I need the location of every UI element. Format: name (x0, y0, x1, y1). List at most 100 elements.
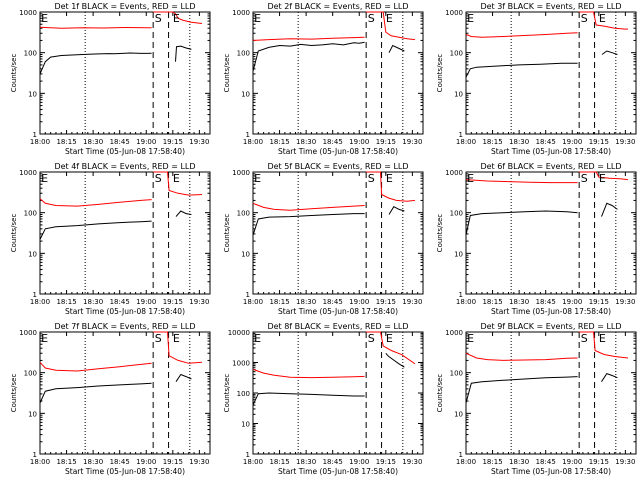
plot-panel: Det 7f BLACK = Events, RED = LLD 1 10 100 10… (10, 322, 211, 476)
y-tick-label: 1 (33, 131, 37, 139)
x-tick-label: 18:00 (243, 298, 263, 306)
y-tick-label: 10 (28, 90, 37, 98)
interval-marker-label: E (173, 332, 180, 345)
plot-title: Det 7f BLACK = Events, RED = LLD (54, 322, 195, 331)
interval-marker-label: E (173, 172, 180, 185)
y-tick-label: 100 (24, 370, 37, 378)
x-tick-label: 18:45 (536, 138, 556, 146)
x-tick-label: 19:15 (589, 138, 609, 146)
lld-series-line (153, 171, 203, 196)
plot-frame (252, 171, 424, 295)
x-tick-label: 18:45 (110, 138, 130, 146)
x-tick-label: 19:30 (615, 298, 635, 306)
y-tick-label: 10 (454, 410, 463, 418)
lld-series-line (252, 368, 365, 379)
x-tick-label: 18:00 (456, 458, 476, 466)
plot-title: Det 6f BLACK = Events, RED = LLD (480, 162, 621, 171)
lld-series-line (153, 11, 203, 24)
y-tick-label: 10 (454, 250, 463, 258)
interval-marker-label: E (41, 332, 48, 345)
y-tick-label: 1000 (19, 9, 37, 17)
interval-marker-label: S (581, 172, 588, 185)
y-axis-label: Counts/sec (436, 54, 444, 93)
events-series-line (175, 210, 192, 217)
lld-series-line (465, 352, 578, 361)
y-axis-label: Counts/sec (10, 374, 18, 413)
x-tick-label: 19:15 (376, 458, 396, 466)
interval-marker-label: E (254, 332, 261, 345)
lld-series-line (252, 202, 365, 211)
y-axis-label: Counts/sec (223, 214, 231, 253)
y-axis-label: Counts/sec (223, 54, 231, 93)
lld-series-line (366, 331, 416, 365)
y-tick-label: 1000 (232, 169, 250, 177)
x-tick-label: 19:30 (402, 138, 422, 146)
x-axis-label: Start Time (05-Jun-08 17:58:40) (65, 147, 185, 156)
x-axis-label: Start Time (05-Jun-08 17:58:40) (491, 307, 611, 316)
y-tick-label: 1 (246, 291, 250, 299)
y-tick-label: 1000 (232, 9, 250, 17)
lld-series-line (366, 11, 416, 41)
y-axis-label: Counts/sec (223, 374, 231, 413)
y-tick-label: 10 (454, 90, 463, 98)
y-tick-label: 10 (241, 250, 250, 258)
y-tick-label: 1000 (445, 169, 463, 177)
plot-title: Det 4f BLACK = Events, RED = LLD (54, 162, 195, 171)
y-tick-label: 1 (33, 291, 37, 299)
interval-marker-label: S (368, 12, 375, 25)
lld-series-line (579, 11, 628, 30)
x-axis-label: Start Time (05-Jun-08 17:58:40) (278, 147, 398, 156)
x-tick-label: 18:15 (56, 138, 76, 146)
y-axis-label: Counts/sec (10, 214, 18, 253)
lld-series-line (579, 171, 629, 181)
y-tick-label: 1000 (232, 360, 250, 368)
x-tick-label: 18:00 (456, 298, 476, 306)
x-tick-label: 18:30 (296, 138, 316, 146)
x-tick-label: 19:30 (402, 298, 422, 306)
x-tick-label: 19:00 (562, 458, 582, 466)
y-axis-label: Counts/sec (436, 374, 444, 413)
x-tick-label: 19:15 (163, 138, 183, 146)
lld-series-line (579, 331, 629, 359)
x-tick-label: 18:00 (30, 458, 50, 466)
x-tick-label: 19:30 (189, 458, 209, 466)
events-series-line (465, 376, 578, 404)
x-tick-label: 19:15 (376, 138, 396, 146)
lld-series-line (39, 198, 152, 207)
interval-marker-label: E (599, 332, 606, 345)
x-tick-label: 18:30 (83, 458, 103, 466)
x-tick-label: 18:15 (482, 138, 502, 146)
x-tick-label: 19:00 (349, 138, 369, 146)
plot-panel: Det 2f BLACK = Events, RED = LLD 1 10 100 10… (223, 2, 424, 156)
x-axis-label: Start Time (05-Jun-08 17:58:40) (278, 307, 398, 316)
interval-marker-label: S (155, 332, 162, 345)
y-tick-label: 1 (246, 451, 250, 459)
x-tick-label: 18:15 (482, 298, 502, 306)
events-series-line (465, 210, 578, 236)
x-tick-label: 18:00 (243, 458, 263, 466)
plot-title: Det 1f BLACK = Events, RED = LLD (54, 2, 195, 11)
interval-marker-label: S (155, 12, 162, 25)
interval-marker-label: E (173, 12, 180, 25)
y-tick-label: 1000 (19, 169, 37, 177)
x-tick-label: 19:30 (402, 458, 422, 466)
interval-marker-label: E (467, 332, 474, 345)
plot-title: Det 2f BLACK = Events, RED = LLD (267, 2, 408, 11)
interval-marker-label: E (467, 172, 474, 185)
interval-marker-label: E (599, 12, 606, 25)
lld-series-line (465, 179, 578, 184)
x-tick-label: 18:30 (509, 458, 529, 466)
plot-title: Det 5f BLACK = Events, RED = LLD (267, 162, 408, 171)
x-tick-label: 19:00 (562, 298, 582, 306)
interval-marker-label: E (254, 12, 261, 25)
x-tick-label: 18:00 (456, 138, 476, 146)
events-series-line (601, 372, 618, 382)
events-series-line (39, 220, 152, 240)
x-tick-label: 18:15 (482, 458, 502, 466)
x-tick-label: 18:15 (56, 458, 76, 466)
y-tick-label: 1 (459, 451, 463, 459)
y-tick-label: 1 (33, 451, 37, 459)
events-series-line (252, 41, 365, 72)
x-axis-label: Start Time (05-Jun-08 17:58:40) (278, 467, 398, 476)
